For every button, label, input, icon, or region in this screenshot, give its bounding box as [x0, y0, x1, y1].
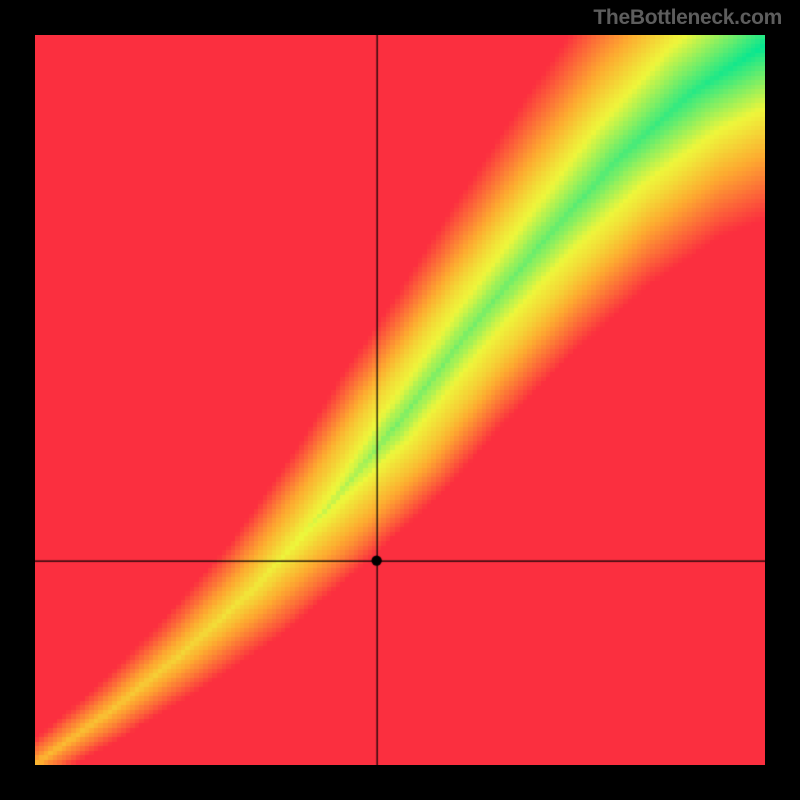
attribution-label: TheBottleneck.com [593, 6, 782, 30]
chart-container: TheBottleneck.com [0, 0, 800, 800]
bottleneck-heatmap [35, 35, 765, 765]
